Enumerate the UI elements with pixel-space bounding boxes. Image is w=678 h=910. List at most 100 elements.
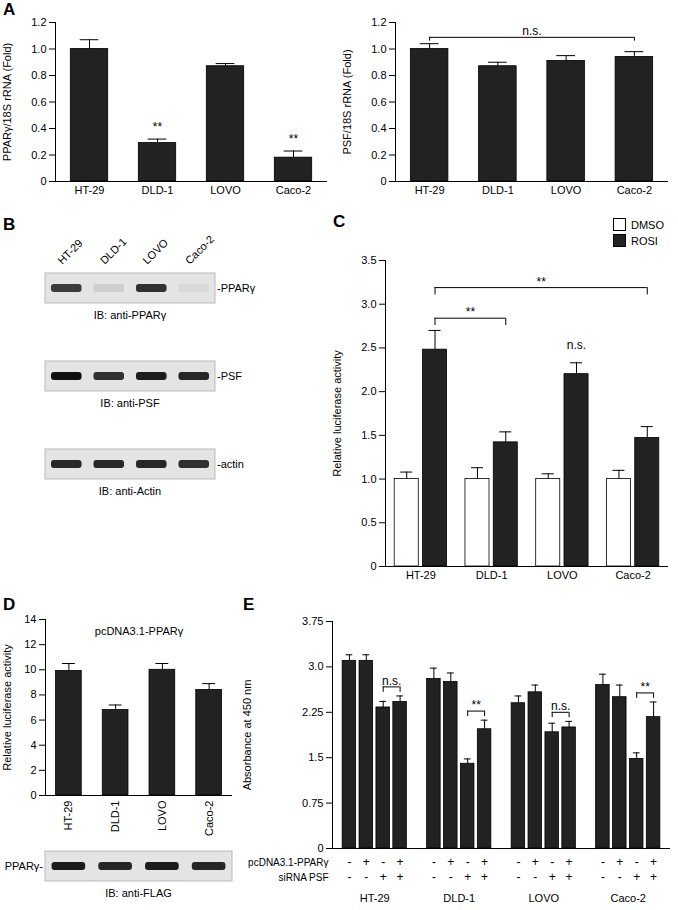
svg-text:2.25: 2.25 [302,706,323,718]
svg-text:-: - [466,855,470,869]
svg-text:0.6: 0.6 [371,96,386,108]
svg-text:pcDNA3.1-PPARγ: pcDNA3.1-PPARγ [95,625,184,637]
svg-text:0: 0 [30,789,36,801]
svg-text:0.5: 0.5 [361,516,376,528]
svg-text:3.75: 3.75 [302,615,323,627]
svg-text:Caco-2: Caco-2 [617,184,652,196]
svg-text:+: + [397,855,404,869]
svg-text:-: - [449,870,453,884]
svg-text:-PPARγ: -PPARγ [217,282,256,294]
svg-text:14: 14 [24,613,36,625]
svg-text:+: + [616,855,623,869]
svg-text:Caco-2: Caco-2 [615,569,650,581]
svg-text:pcDNA3.1-PPARγ: pcDNA3.1-PPARγ [248,857,328,868]
svg-text:Relative luciferase activity: Relative luciferase activity [1,644,13,771]
svg-text:+: + [549,870,556,884]
svg-text:**: ** [536,275,546,289]
svg-text:IB: anti-Actin: IB: anti-Actin [99,485,161,497]
svg-text:+: + [481,855,488,869]
svg-text:-: - [601,855,605,869]
svg-text:1.5: 1.5 [361,429,376,441]
svg-text:HT-29: HT-29 [55,237,85,267]
svg-text:0: 0 [317,842,323,854]
svg-text:LOVO: LOVO [528,892,559,904]
svg-text:3.5: 3.5 [361,254,376,266]
svg-text:-: - [364,870,368,884]
svg-text:**: ** [640,680,650,694]
svg-text:LOVO: LOVO [551,184,582,196]
svg-text:DLD-1: DLD-1 [443,892,475,904]
svg-text:0.8: 0.8 [31,69,46,81]
svg-text:HT-29: HT-29 [62,801,74,831]
svg-text:-: - [516,855,520,869]
svg-text:DLD-1: DLD-1 [476,569,508,581]
svg-text:-PSF: -PSF [217,370,242,382]
svg-text:Caco-2: Caco-2 [276,184,311,196]
svg-text:+: + [650,855,657,869]
svg-text:+: + [650,870,657,884]
svg-text:LOVO: LOVO [140,236,170,266]
svg-text:HT-29: HT-29 [75,184,105,196]
svg-text:1.5: 1.5 [308,751,323,763]
svg-text:LOVO: LOVO [547,569,578,581]
svg-text:4: 4 [30,739,36,751]
svg-text:+: + [380,870,387,884]
svg-text:-: - [618,870,622,884]
svg-text:8: 8 [30,688,36,700]
svg-text:-: - [533,870,537,884]
svg-text:0.6: 0.6 [31,96,46,108]
svg-text:0: 0 [380,175,386,187]
svg-text:0.2: 0.2 [371,149,386,161]
svg-text:0.4: 0.4 [31,122,46,134]
svg-text:siRNA PSF: siRNA PSF [278,872,328,883]
svg-text:+: + [566,870,573,884]
svg-text:0.75: 0.75 [302,797,323,809]
svg-text:**: ** [289,132,299,146]
svg-text:+: + [481,870,488,884]
svg-text:+: + [363,855,370,869]
svg-text:3.0: 3.0 [361,298,376,310]
svg-text:+: + [633,870,640,884]
svg-text:DLD-1: DLD-1 [142,184,174,196]
svg-text:-: - [347,870,351,884]
svg-text:-: - [347,855,351,869]
svg-text:-: - [516,870,520,884]
svg-text:10: 10 [24,663,36,675]
svg-text:-: - [381,855,385,869]
svg-text:+: + [532,855,539,869]
svg-text:IB: anti-PPARγ: IB: anti-PPARγ [94,309,167,321]
svg-text:LOVO: LOVO [210,184,241,196]
svg-text:Caco-2: Caco-2 [183,233,217,267]
svg-text:LOVO: LOVO [156,800,168,831]
svg-text:HT-29: HT-29 [406,569,436,581]
svg-text:0: 0 [40,175,46,187]
svg-text:0.4: 0.4 [371,122,386,134]
svg-text:0: 0 [370,560,376,572]
svg-text:+: + [566,855,573,869]
svg-text:HT-29: HT-29 [360,892,390,904]
svg-text:2: 2 [30,764,36,776]
svg-text:PSF/18S rRNA (Fold): PSF/18S rRNA (Fold) [341,49,353,154]
svg-text:Caco-2: Caco-2 [203,801,215,836]
svg-text:DLD-1: DLD-1 [109,801,121,833]
svg-text:n.s.: n.s. [382,674,401,688]
svg-text:+: + [447,855,454,869]
svg-text:PPARγ-: PPARγ- [5,860,44,872]
svg-text:+: + [464,870,471,884]
svg-text:2.0: 2.0 [361,385,376,397]
svg-text:PPARγ/18S rRNA (Fold): PPARγ/18S rRNA (Fold) [1,43,13,161]
svg-text:3.0: 3.0 [308,660,323,672]
svg-text:**: ** [466,305,476,319]
svg-text:n.s.: n.s. [551,699,570,713]
svg-text:12: 12 [24,638,36,650]
svg-text:-: - [432,870,436,884]
svg-text:DLD-1: DLD-1 [98,235,129,266]
svg-text:-: - [635,855,639,869]
svg-text:**: ** [471,698,481,712]
svg-text:n.s.: n.s. [567,338,586,352]
svg-text:IB: anti-FLAG: IB: anti-FLAG [105,887,172,899]
svg-text:1.2: 1.2 [31,16,46,28]
svg-text:+: + [397,870,404,884]
svg-text:1.0: 1.0 [31,43,46,55]
svg-text:1.0: 1.0 [361,473,376,485]
